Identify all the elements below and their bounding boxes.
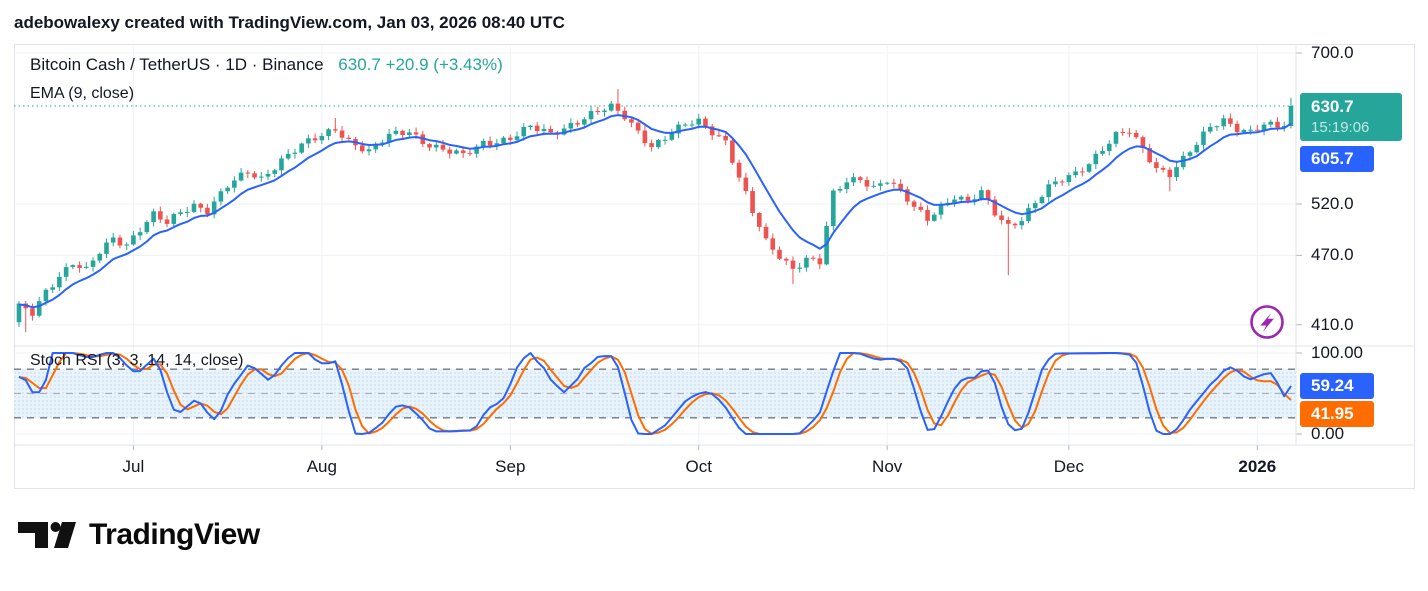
tradingview-logo-mark (18, 522, 76, 548)
price-axis-label: 470.0 (1311, 245, 1354, 265)
time-axis[interactable] (15, 445, 1296, 487)
time-axis-label: Sep (495, 457, 526, 476)
stoch-axis-label: 0.00 (1311, 424, 1345, 443)
stoch-axis-label: 100.00 (1311, 343, 1363, 362)
bar-countdown: 15:19:06 (1311, 118, 1370, 136)
ema-line (18, 114, 1292, 309)
time-axis-label: Nov (872, 457, 903, 476)
price-axis-label: 410.0 (1311, 314, 1354, 334)
ema-indicator-label: EMA (9, close) (30, 85, 135, 102)
price-axis-label: 520.0 (1311, 194, 1354, 213)
tradingview-logo-text: TradingView (89, 518, 260, 551)
time-axis-label: Oct (685, 457, 712, 476)
chart-widget (14, 44, 1415, 489)
symbol-title: Bitcoin Cash / TetherUS · 1D · Binance 6… (30, 55, 503, 75)
attribution-text: adebowalexy created with TradingView.com… (14, 13, 565, 32)
stoch-rsi-indicator-label: Stoch RSI (3, 3, 14, 14, close) (30, 352, 244, 369)
time-axis-label: 2026 (1238, 457, 1277, 476)
chart-canvas[interactable] (14, 44, 1413, 487)
last-price-badge: 630.7 15:19:06 (1300, 92, 1402, 141)
flash-marker-icon[interactable] (1250, 305, 1284, 339)
stoch-d-badge: 41.95 (1300, 401, 1374, 427)
stoch-rsi-lines (18, 352, 1292, 435)
tradingview-logo[interactable]: TradingView (18, 518, 260, 552)
symbol-text: Bitcoin Cash / TetherUS · 1D · Binance (30, 55, 324, 74)
time-axis-label: Dec (1053, 457, 1084, 476)
time-axis-label: Jul (122, 457, 145, 476)
ema-price-badge: 605.7 (1300, 145, 1374, 172)
price-axis-label: 700.0 (1311, 43, 1354, 62)
candlestick-series (16, 89, 1294, 333)
last-price-value: 630.7 (1311, 96, 1354, 116)
price-change-text: 630.7 +20.9 (+3.43%) (338, 55, 503, 74)
stoch-k-badge: 59.24 (1300, 373, 1374, 399)
time-axis-label: Aug (306, 457, 337, 476)
